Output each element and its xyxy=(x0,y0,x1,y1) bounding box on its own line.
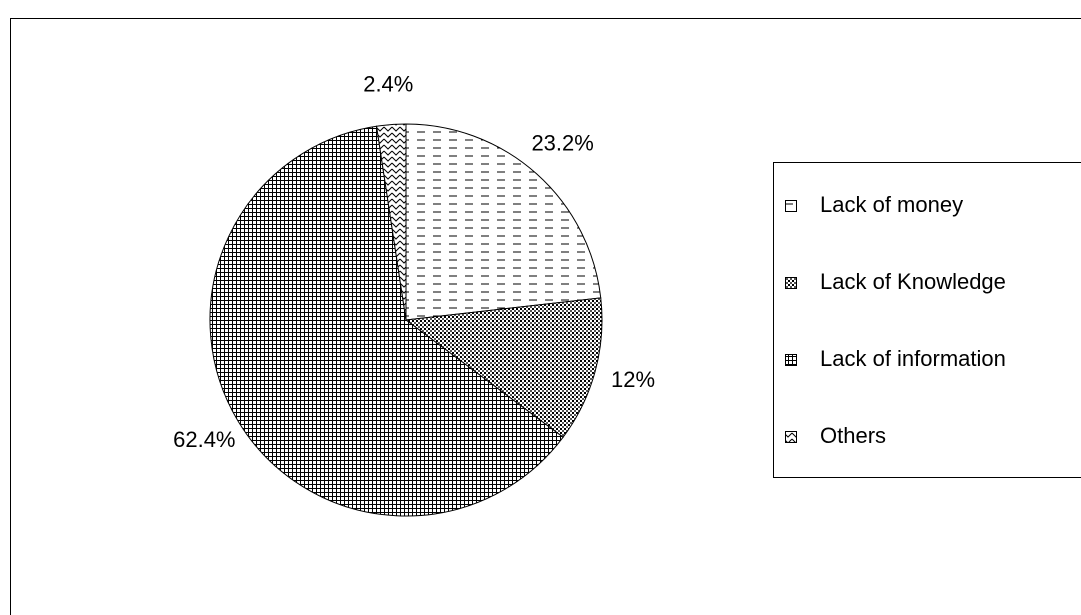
legend-label: Others xyxy=(820,423,886,448)
pie-slice xyxy=(209,125,564,517)
pie-slice xyxy=(405,123,602,321)
pie-slice xyxy=(404,297,603,438)
legend-swatch xyxy=(785,431,797,443)
pie-slice xyxy=(375,123,407,321)
legend-swatch xyxy=(785,200,797,212)
legend-label: Lack of information xyxy=(820,346,1006,371)
data-label: 12% xyxy=(611,367,655,392)
legend-swatch xyxy=(785,354,797,366)
data-label: 23.2% xyxy=(531,130,593,155)
legend-swatch xyxy=(785,277,797,289)
legend-box xyxy=(773,162,1081,478)
legend-label: Lack of money xyxy=(820,192,963,217)
legend-label: Lack of Knowledge xyxy=(820,269,1006,294)
data-label: 62.4% xyxy=(173,427,235,452)
data-label: 2.4% xyxy=(363,71,413,96)
